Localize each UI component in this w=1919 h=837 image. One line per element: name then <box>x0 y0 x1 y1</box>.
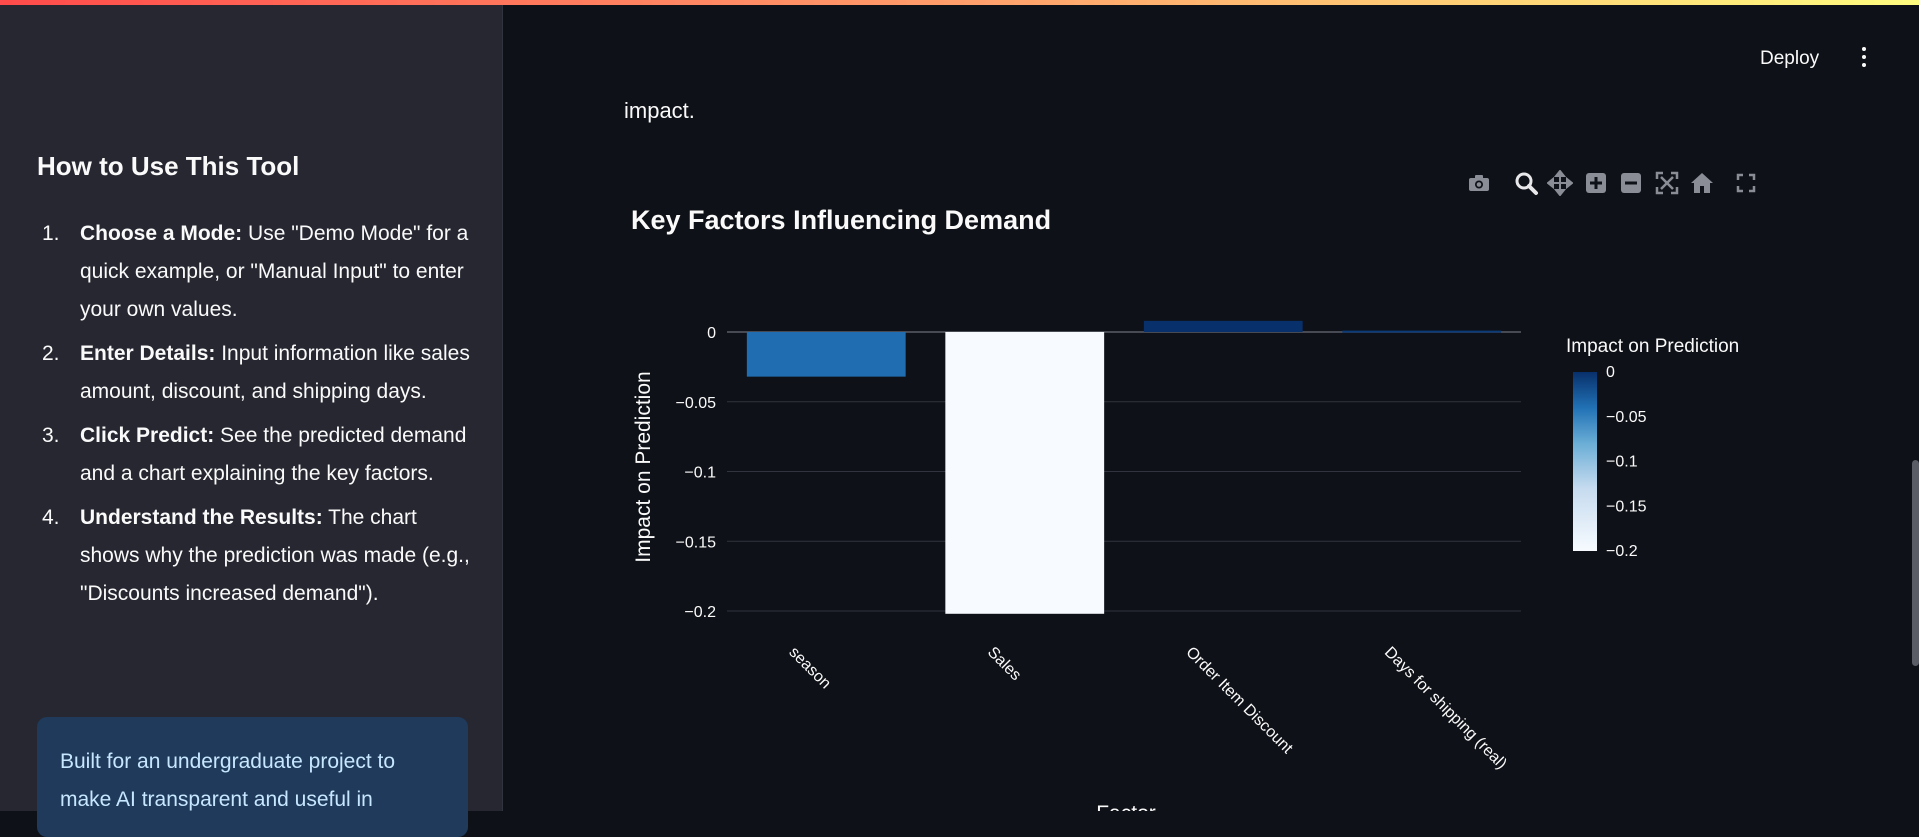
x-tick-label: Days for shipping (real) <box>1381 644 1510 773</box>
step-text: Use "Demo Mode" for a quick example, or … <box>80 222 469 321</box>
colorbar-title: Impact on Prediction <box>1566 336 1739 357</box>
step-number: 1. <box>42 222 60 245</box>
deploy-button[interactable]: Deploy <box>1760 48 1820 69</box>
colorbar-tick-label: −0.15 <box>1606 498 1647 515</box>
colorbar-tick-label: −0.2 <box>1606 543 1638 560</box>
camera-icon[interactable] <box>1466 170 1492 196</box>
bar[interactable] <box>1143 320 1303 332</box>
x-tick-label: Order Item Discount <box>1182 644 1296 758</box>
list-item: 3. Click Predict: See the predicted dema… <box>37 417 477 493</box>
bar[interactable] <box>746 332 906 377</box>
zoom-in-icon[interactable] <box>1583 170 1609 196</box>
sidebar-title: How to Use This Tool <box>37 151 300 181</box>
bar[interactable] <box>1342 330 1502 333</box>
reset-axes-icon[interactable] <box>1689 170 1715 196</box>
header-decoration <box>0 0 1919 5</box>
intro-text: impact. <box>624 98 695 123</box>
x-axis-label: Factor <box>1096 802 1156 811</box>
y-tick-label: −0.05 <box>676 395 717 412</box>
bar[interactable] <box>945 332 1105 614</box>
step-text: Input information like sales amount, dis… <box>80 342 470 403</box>
autoscale-icon[interactable] <box>1654 170 1680 196</box>
step-heading: Enter Details: <box>80 342 216 365</box>
info-alert: Built for an undergraduate project to ma… <box>37 717 468 837</box>
kebab-menu-icon[interactable] <box>1852 44 1876 70</box>
pan-icon[interactable] <box>1546 169 1574 197</box>
y-tick-label: −0.2 <box>684 604 716 621</box>
zoom-icon[interactable] <box>1513 170 1539 196</box>
fullscreen-icon[interactable] <box>1733 170 1759 196</box>
y-tick-label: −0.15 <box>676 534 717 551</box>
x-tick-label: season <box>785 644 834 693</box>
step-number: 4. <box>42 506 60 529</box>
scrollbar[interactable] <box>1912 460 1919 666</box>
step-text: See the predicted demand and a chart exp… <box>80 424 467 485</box>
y-tick-label: −0.1 <box>684 465 716 482</box>
colorbar <box>1573 372 1597 551</box>
step-number: 3. <box>42 424 60 447</box>
step-heading: Understand the Results: <box>80 506 323 529</box>
colorbar-tick-label: 0 <box>1606 364 1615 381</box>
list-item: 2. Enter Details: Input information like… <box>37 335 477 411</box>
step-heading: Click Predict: <box>80 424 215 447</box>
zoom-out-icon[interactable] <box>1618 170 1644 196</box>
x-tick-label: Sales <box>984 644 1024 684</box>
step-text: The chart shows why the prediction was m… <box>80 506 470 605</box>
step-heading: Choose a Mode: <box>80 222 243 245</box>
how-to-list: 1. Choose a Mode: Use "Demo Mode" for a … <box>37 215 477 619</box>
sidebar: How to Use This Tool 1. Choose a Mode: U… <box>0 5 503 837</box>
colorbar-tick-label: −0.05 <box>1606 409 1647 426</box>
list-item: 1. Choose a Mode: Use "Demo Mode" for a … <box>37 215 477 329</box>
step-number: 2. <box>42 342 60 365</box>
list-item: 4. Understand the Results: The chart sho… <box>37 499 477 613</box>
colorbar-tick-label: −0.1 <box>1606 454 1638 471</box>
y-axis-label: Impact on Prediction <box>632 371 655 562</box>
y-tick-label: 0 <box>707 325 716 342</box>
chart-title: Key Factors Influencing Demand <box>631 205 1052 235</box>
